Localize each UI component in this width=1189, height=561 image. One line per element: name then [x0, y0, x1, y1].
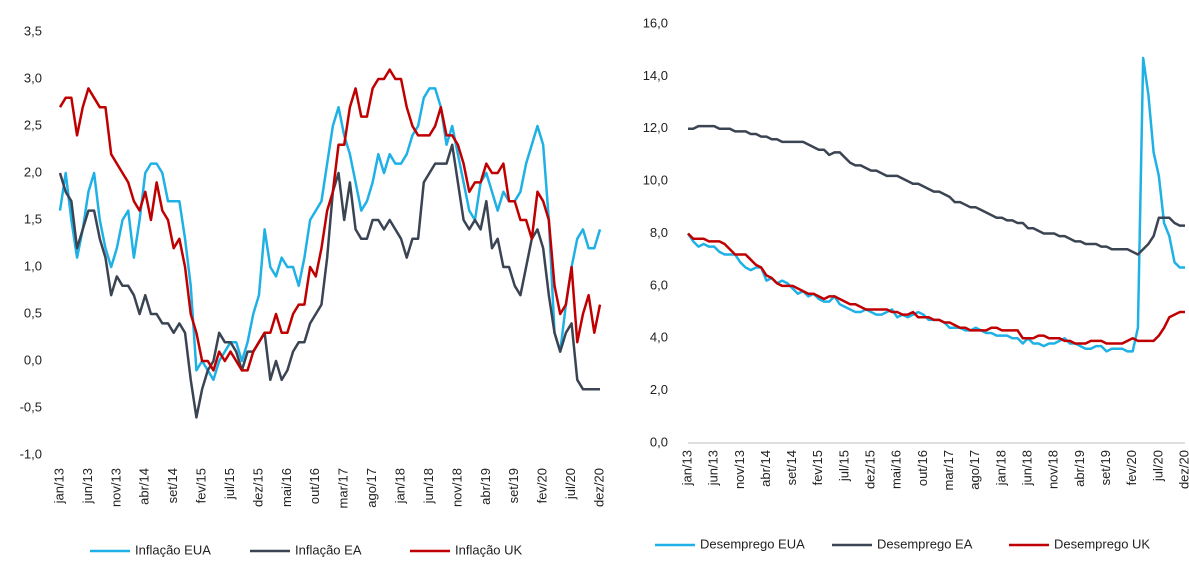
- y-tick-label: 3,5: [24, 23, 42, 38]
- x-tick-label: jun/18: [1019, 450, 1034, 486]
- y-tick-label: 6,0: [650, 277, 668, 292]
- x-tick-label: out/16: [915, 450, 930, 486]
- y-tick-label: 0,0: [650, 434, 668, 449]
- x-tick-label: nov/18: [449, 468, 464, 507]
- x-tick-label: out/16: [307, 468, 322, 504]
- x-tick-label: jan/18: [993, 450, 1008, 486]
- x-tick-label: nov/13: [108, 468, 123, 507]
- series-line: [688, 124, 1185, 256]
- series-line: [58, 143, 600, 419]
- x-tick-label: jan/13: [51, 468, 66, 504]
- x-tick-label: jul/20: [1150, 450, 1165, 482]
- legend-label: Desemprego UK: [1054, 536, 1150, 551]
- series-line: [58, 68, 602, 372]
- x-tick-label: ago/17: [364, 468, 379, 508]
- legend-label: Inflação EA: [295, 542, 362, 557]
- x-tick-label: dez/20: [591, 468, 606, 507]
- x-tick-label: abr/19: [1072, 450, 1087, 487]
- x-tick-label: nov/13: [732, 450, 747, 489]
- legend-label: Inflação EUA: [135, 542, 211, 557]
- y-tick-label: 3,0: [24, 70, 42, 85]
- series-line: [686, 56, 1185, 353]
- y-tick-label: 8,0: [650, 225, 668, 240]
- x-tick-label: jun/18: [421, 468, 436, 504]
- x-tick-label: set/19: [1098, 450, 1113, 485]
- y-tick-label: 0,5: [24, 305, 42, 320]
- x-tick-label: dez/15: [250, 468, 265, 507]
- y-tick-label: -0,5: [20, 399, 42, 414]
- x-tick-label: jul/15: [836, 450, 851, 482]
- x-tick-label: dez/20: [1176, 450, 1189, 489]
- y-tick-label: 10,0: [643, 173, 668, 188]
- series-line: [687, 232, 1185, 345]
- y-tick-label: 2,0: [24, 164, 42, 179]
- x-tick-label: jun/13: [706, 450, 721, 486]
- x-tick-label: mar/17: [336, 468, 351, 508]
- y-tick-label: 1,5: [24, 211, 42, 226]
- x-tick-label: mai/16: [889, 450, 904, 489]
- x-tick-label: fev/15: [194, 468, 209, 503]
- legend-label: Desemprego EA: [877, 536, 973, 551]
- legend-label: Inflação UK: [455, 542, 523, 557]
- x-tick-label: mar/17: [941, 450, 956, 490]
- x-tick-label: mai/16: [279, 468, 294, 507]
- x-tick-label: dez/15: [863, 450, 878, 489]
- y-tick-label: 1,0: [24, 258, 42, 273]
- x-tick-label: abr/19: [478, 468, 493, 505]
- x-tick-label: abr/14: [758, 450, 773, 487]
- x-tick-label: set/14: [784, 450, 799, 485]
- y-tick-label: 16,0: [643, 15, 668, 30]
- x-tick-label: fev/15: [810, 450, 825, 485]
- y-tick-label: 0,0: [24, 352, 42, 367]
- y-tick-label: 2,0: [650, 382, 668, 397]
- x-tick-label: jul/20: [563, 468, 578, 500]
- x-tick-label: fev/20: [1124, 450, 1139, 485]
- x-tick-label: jun/13: [80, 468, 95, 504]
- y-tick-label: -1,0: [20, 446, 42, 461]
- x-tick-label: set/19: [506, 468, 521, 503]
- y-tick-label: 14,0: [643, 68, 668, 83]
- x-tick-label: ago/17: [967, 450, 982, 490]
- x-tick-label: jan/18: [392, 468, 407, 504]
- y-tick-label: 2,5: [24, 117, 42, 132]
- x-tick-label: set/14: [165, 468, 180, 503]
- legend-label: Desemprego EUA: [700, 536, 805, 551]
- x-tick-label: jul/15: [222, 468, 237, 500]
- x-tick-label: jan/13: [679, 450, 694, 486]
- x-tick-label: nov/18: [1046, 450, 1061, 489]
- y-tick-label: 12,0: [643, 120, 668, 135]
- y-tick-label: 4,0: [650, 330, 668, 345]
- x-tick-label: fev/20: [535, 468, 550, 503]
- x-tick-label: abr/14: [137, 468, 152, 505]
